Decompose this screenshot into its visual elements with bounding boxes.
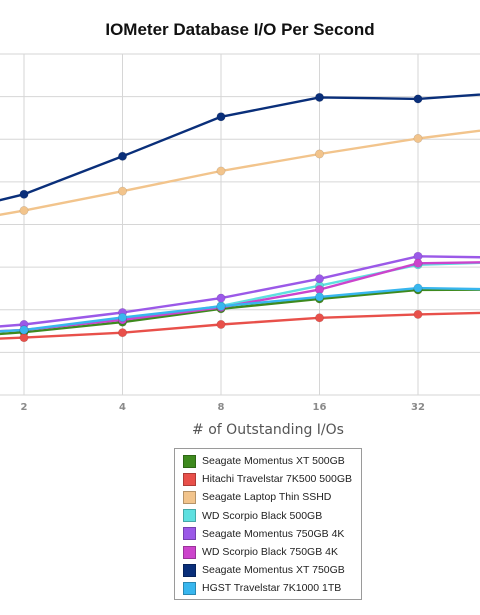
legend-item: HGST Travelstar 7K1000 1TB — [175, 579, 361, 597]
data-point-seagate-momentus-xt-750gb — [314, 92, 324, 102]
legend-item: Hitachi Travelstar 7K500 500GB — [175, 470, 361, 488]
line-chart: 2 4 8 16 32 # of Outstanding I/Os — [0, 53, 480, 438]
legend-label: Seagate Momentus XT 750GB — [202, 564, 345, 577]
legend-label: Seagate Momentus 750GB 4K — [202, 527, 345, 540]
legend-label: HGST Travelstar 7K1000 1TB — [202, 582, 342, 595]
data-point-hitachi-travelstar-7k500-500gb — [216, 319, 226, 329]
legend-swatch — [183, 527, 196, 541]
legend-item: WD Scorpio Black 750GB 4K — [175, 543, 361, 561]
data-point-seagate-momentus-xt-750gb — [413, 94, 423, 104]
series-lines — [0, 93, 480, 340]
legend-item: Seagate Momentus XT 500GB — [175, 452, 361, 470]
data-point-seagate-laptop-thin-sshd — [314, 149, 324, 159]
legend-item: WD Scorpio Black 500GB — [175, 507, 361, 525]
data-point-seagate-momentus-xt-750gb — [216, 112, 226, 122]
data-point-seagate-momentus-xt-750gb — [19, 189, 29, 199]
data-point-hgst-travelstar-7k1000-1tb — [413, 283, 423, 293]
data-point-hgst-travelstar-7k1000-1tb — [216, 301, 226, 311]
legend-label: WD Scorpio Black 500GB — [202, 509, 323, 522]
legend-swatch — [183, 509, 196, 523]
legend: Seagate Momentus XT 500GB Hitachi Travels… — [174, 448, 362, 600]
legend-label: Hitachi Travelstar 7K500 500GB — [202, 473, 352, 486]
legend-swatch — [183, 490, 196, 504]
data-point-wd-scorpio-black-750gb-4k — [413, 258, 423, 268]
legend-swatch — [183, 563, 196, 577]
data-point-seagate-laptop-thin-sshd — [19, 206, 29, 216]
data-point-hitachi-travelstar-7k500-500gb — [314, 313, 324, 323]
legend-label: Seagate Momentus XT 500GB — [202, 455, 345, 468]
data-point-hitachi-travelstar-7k500-500gb — [413, 309, 423, 319]
x-tick-label: 16 — [313, 402, 327, 413]
x-tick-label: 8 — [218, 402, 225, 413]
data-point-seagate-laptop-thin-sshd — [118, 186, 128, 196]
x-tick-label: 2 — [21, 402, 28, 413]
x-axis-tick-labels: 2 4 8 16 32 — [21, 402, 425, 413]
legend-item: Seagate Momentus 750GB 4K — [175, 525, 361, 543]
legend-label: Seagate Laptop Thin SSHD — [202, 491, 332, 504]
series-points — [19, 92, 423, 343]
x-tick-label: 4 — [119, 402, 126, 413]
data-point-hitachi-travelstar-7k500-500gb — [19, 333, 29, 343]
data-point-hgst-travelstar-7k1000-1tb — [19, 325, 29, 335]
legend-swatch — [183, 454, 196, 468]
data-point-hgst-travelstar-7k1000-1tb — [314, 292, 324, 302]
legend-swatch — [183, 545, 196, 559]
legend-swatch — [183, 472, 196, 486]
legend-label: WD Scorpio Black 750GB 4K — [202, 546, 338, 559]
data-point-hgst-travelstar-7k1000-1tb — [118, 312, 128, 322]
legend-item: Seagate Laptop Thin SSHD — [175, 488, 361, 506]
legend-item: Seagate Momentus XT 750GB — [175, 561, 361, 579]
data-point-hitachi-travelstar-7k500-500gb — [118, 328, 128, 338]
series-line-seagate-momentus-xt-750gb — [0, 93, 480, 202]
data-point-seagate-momentus-xt-750gb — [118, 151, 128, 161]
grid-lines — [0, 53, 480, 396]
chart-title: IOMeter Database I/O Per Second — [105, 20, 375, 39]
x-tick-label: 32 — [411, 402, 425, 413]
data-point-seagate-laptop-thin-sshd — [216, 166, 226, 176]
data-point-seagate-momentus-750gb-4k — [216, 293, 226, 303]
legend-swatch — [183, 581, 196, 595]
data-point-seagate-momentus-750gb-4k — [314, 274, 324, 284]
x-axis-title: # of Outstanding I/Os — [192, 422, 344, 438]
data-point-seagate-laptop-thin-sshd — [413, 133, 423, 143]
